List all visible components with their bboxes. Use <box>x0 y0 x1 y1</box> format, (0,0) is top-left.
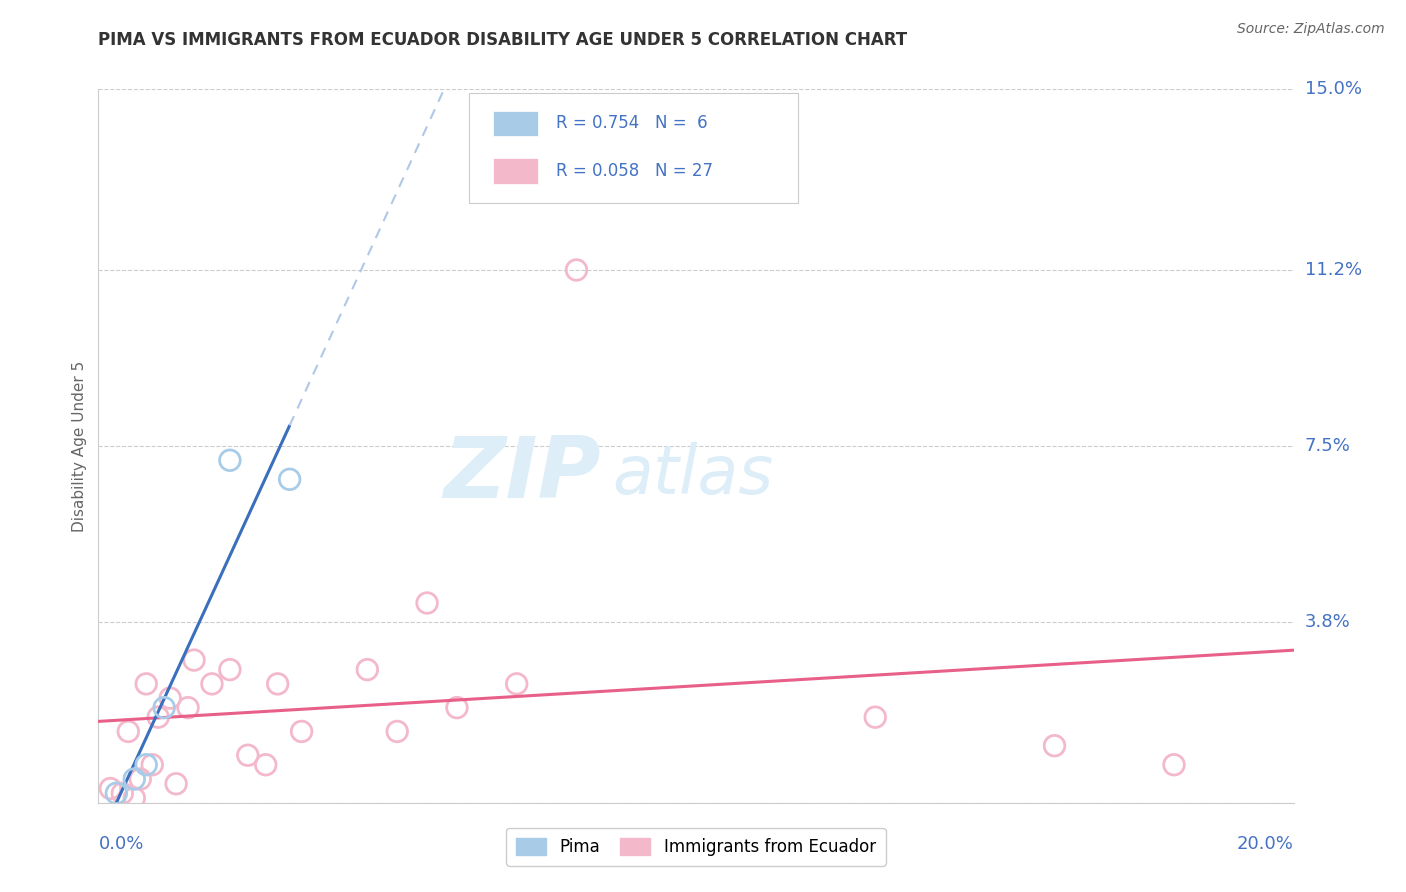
Text: PIMA VS IMMIGRANTS FROM ECUADOR DISABILITY AGE UNDER 5 CORRELATION CHART: PIMA VS IMMIGRANTS FROM ECUADOR DISABILI… <box>98 31 907 49</box>
Point <box>446 700 468 714</box>
Point <box>153 700 176 714</box>
Text: ZIP: ZIP <box>443 433 600 516</box>
Legend: Pima, Immigrants from Ecuador: Pima, Immigrants from Ecuador <box>506 828 886 866</box>
Point <box>124 791 146 805</box>
Point <box>863 710 886 724</box>
Point <box>219 453 242 467</box>
Point <box>356 663 378 677</box>
Point <box>278 472 301 486</box>
Point <box>219 663 242 677</box>
Text: atlas: atlas <box>612 442 773 508</box>
Point <box>148 710 170 724</box>
Point <box>135 757 157 772</box>
Point <box>165 777 187 791</box>
Point <box>117 724 139 739</box>
Text: 11.2%: 11.2% <box>1305 261 1362 279</box>
Point <box>105 786 128 800</box>
Text: 0.0%: 0.0% <box>98 835 143 853</box>
Point <box>267 677 290 691</box>
FancyBboxPatch shape <box>494 111 538 136</box>
Point <box>565 263 588 277</box>
Point <box>416 596 439 610</box>
Point <box>129 772 152 786</box>
Point <box>385 724 409 739</box>
Text: Source: ZipAtlas.com: Source: ZipAtlas.com <box>1237 22 1385 37</box>
Point <box>135 677 157 691</box>
Point <box>506 677 529 691</box>
Text: R = 0.754   N =  6: R = 0.754 N = 6 <box>557 114 707 132</box>
Point <box>111 786 134 800</box>
Point <box>98 781 122 796</box>
Point <box>201 677 224 691</box>
Point <box>290 724 312 739</box>
Point <box>254 757 277 772</box>
Point <box>141 757 163 772</box>
Text: R = 0.058   N = 27: R = 0.058 N = 27 <box>557 162 713 180</box>
Text: 7.5%: 7.5% <box>1305 437 1351 455</box>
Point <box>1043 739 1066 753</box>
Text: 3.8%: 3.8% <box>1305 613 1350 631</box>
Y-axis label: Disability Age Under 5: Disability Age Under 5 <box>72 360 87 532</box>
FancyBboxPatch shape <box>494 159 538 184</box>
Text: 15.0%: 15.0% <box>1305 80 1361 98</box>
Point <box>236 748 259 763</box>
Text: 20.0%: 20.0% <box>1237 835 1294 853</box>
Point <box>177 700 200 714</box>
Point <box>183 653 205 667</box>
FancyBboxPatch shape <box>470 93 797 203</box>
Point <box>124 772 146 786</box>
Point <box>1163 757 1185 772</box>
Point <box>159 691 181 706</box>
